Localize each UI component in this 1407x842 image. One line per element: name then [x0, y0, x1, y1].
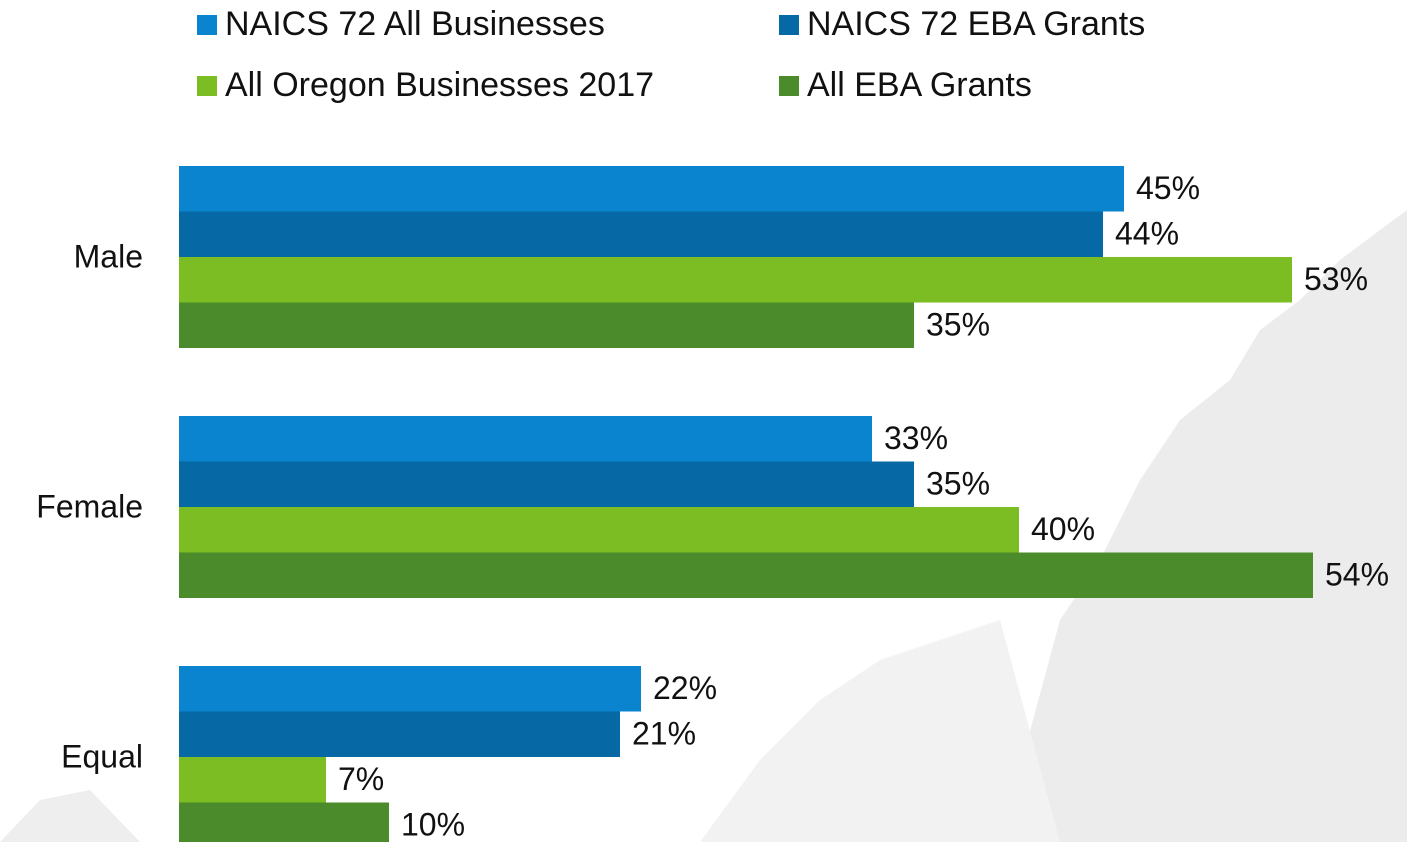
value-label: 53% — [1304, 261, 1368, 297]
legend-swatch — [779, 76, 799, 96]
category-label: Equal — [61, 738, 143, 774]
legend-label: All Oregon Businesses 2017 — [225, 66, 654, 104]
bar — [179, 211, 1103, 257]
bar — [179, 302, 914, 348]
bar — [179, 711, 620, 757]
background-trees — [0, 210, 1407, 842]
bar — [179, 666, 641, 712]
bar — [179, 507, 1019, 553]
value-label: 54% — [1325, 557, 1389, 593]
legend-label: All EBA Grants — [807, 66, 1032, 104]
value-label: 40% — [1031, 511, 1095, 547]
legend-swatch — [197, 76, 217, 96]
bar — [179, 166, 1124, 212]
legend-label: NAICS 72 EBA Grants — [807, 5, 1145, 43]
legend-swatch — [197, 15, 217, 35]
value-label: 35% — [926, 466, 990, 502]
bar — [179, 257, 1292, 303]
bar — [179, 416, 872, 462]
bar — [179, 461, 914, 507]
bar — [179, 552, 1313, 598]
value-label: 21% — [632, 716, 696, 752]
bar — [179, 802, 389, 842]
value-label: 10% — [401, 807, 465, 842]
value-label: 22% — [653, 670, 717, 706]
legend-label: NAICS 72 All Businesses — [225, 5, 605, 43]
value-label: 45% — [1136, 170, 1200, 206]
value-label: 35% — [926, 307, 990, 343]
value-label: 44% — [1115, 216, 1179, 252]
category-label: Female — [36, 488, 143, 524]
value-label: 33% — [884, 420, 948, 456]
value-label: 7% — [338, 761, 384, 797]
bar — [179, 757, 326, 803]
legend-swatch — [779, 15, 799, 35]
category-label: Male — [74, 238, 143, 274]
